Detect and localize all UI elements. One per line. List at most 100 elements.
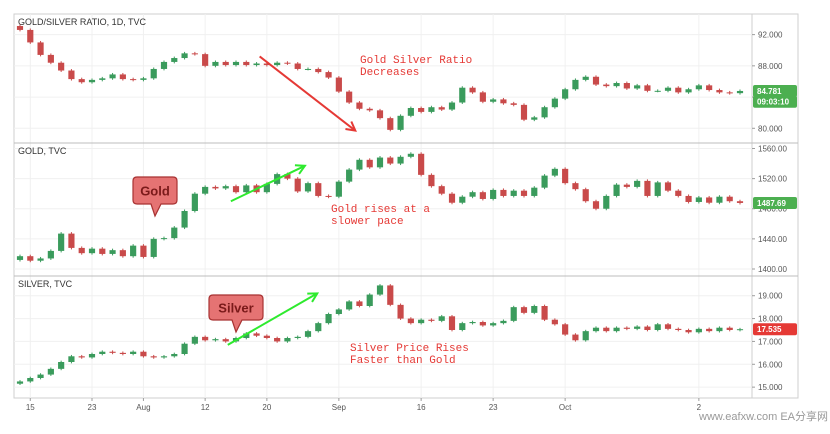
candle-body bbox=[109, 250, 116, 254]
candle bbox=[160, 236, 168, 241]
candle-body bbox=[397, 304, 404, 319]
candle-body bbox=[520, 307, 528, 313]
candle bbox=[582, 329, 589, 342]
candle bbox=[664, 86, 672, 93]
candle bbox=[541, 304, 548, 322]
candle bbox=[623, 81, 630, 90]
candle-body bbox=[706, 197, 713, 203]
candle-body bbox=[68, 233, 75, 248]
callout-label: Silver bbox=[218, 301, 253, 316]
candle-body bbox=[78, 247, 85, 254]
candle bbox=[263, 334, 270, 340]
candle bbox=[335, 308, 342, 316]
candle-body bbox=[562, 324, 569, 335]
candle bbox=[613, 81, 620, 88]
candle-body bbox=[706, 85, 713, 91]
candle-body bbox=[160, 356, 168, 358]
candle-body bbox=[531, 117, 538, 120]
candle-body bbox=[202, 186, 209, 194]
candle bbox=[562, 167, 569, 185]
candle-body bbox=[664, 87, 672, 91]
candle bbox=[418, 152, 425, 177]
candle-body bbox=[88, 79, 96, 83]
candle-body bbox=[150, 238, 157, 257]
candle bbox=[346, 168, 353, 184]
candle-body bbox=[448, 193, 456, 203]
candle bbox=[315, 181, 322, 198]
time-tick-label: 20 bbox=[262, 403, 271, 412]
candle bbox=[294, 62, 301, 71]
pane-title: GOLD/SILVER RATIO, 1D, TVC bbox=[18, 17, 147, 27]
candle bbox=[376, 156, 384, 169]
candle-body bbox=[572, 334, 579, 341]
candle bbox=[654, 322, 661, 332]
price-tag-label: 1487.69 bbox=[757, 199, 786, 208]
candle-body bbox=[119, 250, 126, 257]
candle bbox=[438, 105, 445, 112]
candle-body bbox=[685, 330, 692, 333]
price-tick-label: 17.000 bbox=[758, 337, 783, 346]
candle bbox=[366, 158, 373, 169]
price-tick-label: 16.000 bbox=[758, 360, 783, 369]
candle bbox=[428, 105, 435, 114]
candle bbox=[325, 312, 332, 325]
candle bbox=[654, 89, 661, 93]
candle bbox=[407, 152, 414, 159]
candle bbox=[572, 181, 579, 191]
candle bbox=[448, 101, 456, 112]
candle bbox=[469, 320, 476, 325]
candle-body bbox=[387, 157, 394, 164]
candle-body bbox=[675, 87, 682, 93]
candle-body bbox=[726, 196, 733, 202]
candle-body bbox=[479, 322, 486, 326]
candle bbox=[366, 293, 373, 308]
candle-body bbox=[448, 316, 456, 330]
candle-body bbox=[335, 77, 342, 92]
candle-body bbox=[16, 381, 24, 384]
candle bbox=[27, 254, 34, 263]
candle bbox=[99, 76, 106, 82]
candle bbox=[335, 76, 342, 94]
candle bbox=[47, 53, 54, 65]
candle bbox=[490, 188, 497, 201]
candle bbox=[119, 248, 126, 258]
candle-body bbox=[263, 63, 270, 66]
candle-body bbox=[294, 63, 301, 69]
candle bbox=[448, 192, 456, 205]
candle-body bbox=[47, 250, 54, 259]
candle bbox=[448, 314, 456, 332]
candle-body bbox=[356, 102, 363, 109]
candle-body bbox=[562, 89, 569, 99]
candle bbox=[407, 106, 414, 118]
candle bbox=[428, 173, 435, 188]
price-tick-label: 88.000 bbox=[758, 62, 783, 71]
candle bbox=[284, 61, 291, 65]
candle bbox=[304, 67, 312, 71]
candle bbox=[274, 336, 281, 343]
candle-body bbox=[479, 192, 486, 199]
candle-body bbox=[562, 168, 569, 184]
price-tick-label: 1560.00 bbox=[758, 145, 787, 154]
candle-body bbox=[222, 61, 229, 66]
candle bbox=[695, 83, 702, 91]
candle bbox=[68, 354, 75, 364]
candle-body bbox=[438, 316, 445, 321]
candle-body bbox=[335, 181, 342, 197]
candle bbox=[304, 329, 312, 339]
price-tick-label: 1400.00 bbox=[758, 265, 787, 274]
candle bbox=[325, 194, 332, 199]
candle bbox=[685, 194, 692, 204]
candle bbox=[706, 195, 713, 205]
candle bbox=[315, 67, 322, 74]
candle bbox=[119, 72, 126, 81]
candle-body bbox=[191, 193, 198, 212]
candle bbox=[459, 321, 466, 332]
candle-body bbox=[294, 178, 301, 192]
candle-body bbox=[603, 327, 610, 332]
candle-body bbox=[181, 343, 188, 354]
candle-body bbox=[366, 294, 373, 306]
candle-body bbox=[459, 87, 466, 103]
candle bbox=[675, 189, 682, 198]
time-tick-label: Sep bbox=[332, 403, 347, 412]
